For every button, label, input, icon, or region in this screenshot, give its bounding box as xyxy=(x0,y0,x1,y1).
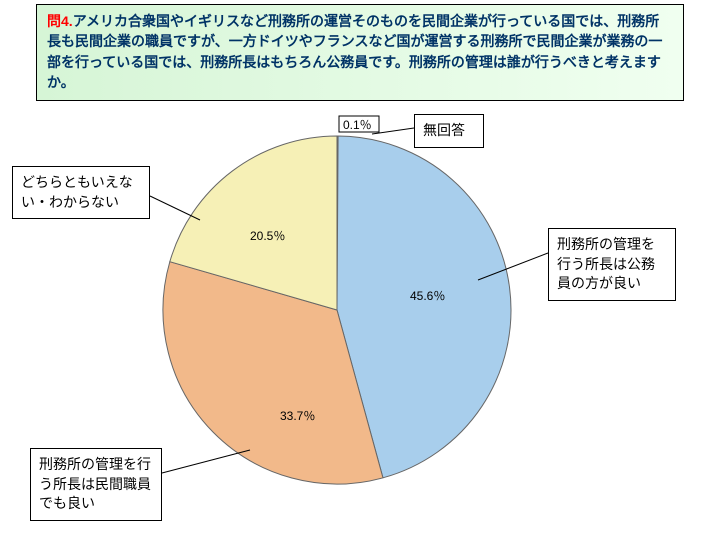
category-label-public_ok: 刑務所の管理を行う所長は公務員の方が良い xyxy=(548,228,676,301)
pct-label-private_ok: 33.7％ xyxy=(280,409,315,423)
pct-label-public_ok: 45.6％ xyxy=(410,289,445,303)
leader-line xyxy=(162,450,250,473)
category-label-dontknow: どちらともいえない・わからない xyxy=(12,166,150,219)
category-label-no_answer: 無回答 xyxy=(414,114,484,148)
category-label-private_ok: 刑務所の管理を行う所長は民間職員でも良い xyxy=(30,448,162,521)
page-root: 問4.アメリカ合衆国やイギリスなど刑務所の運営そのものを民間企業が行っている国で… xyxy=(0,0,720,539)
pct-label-no_answer: 0.1％ xyxy=(343,118,372,132)
leader-line xyxy=(150,196,200,220)
pct-label-dontknow: 20.5％ xyxy=(250,229,285,243)
